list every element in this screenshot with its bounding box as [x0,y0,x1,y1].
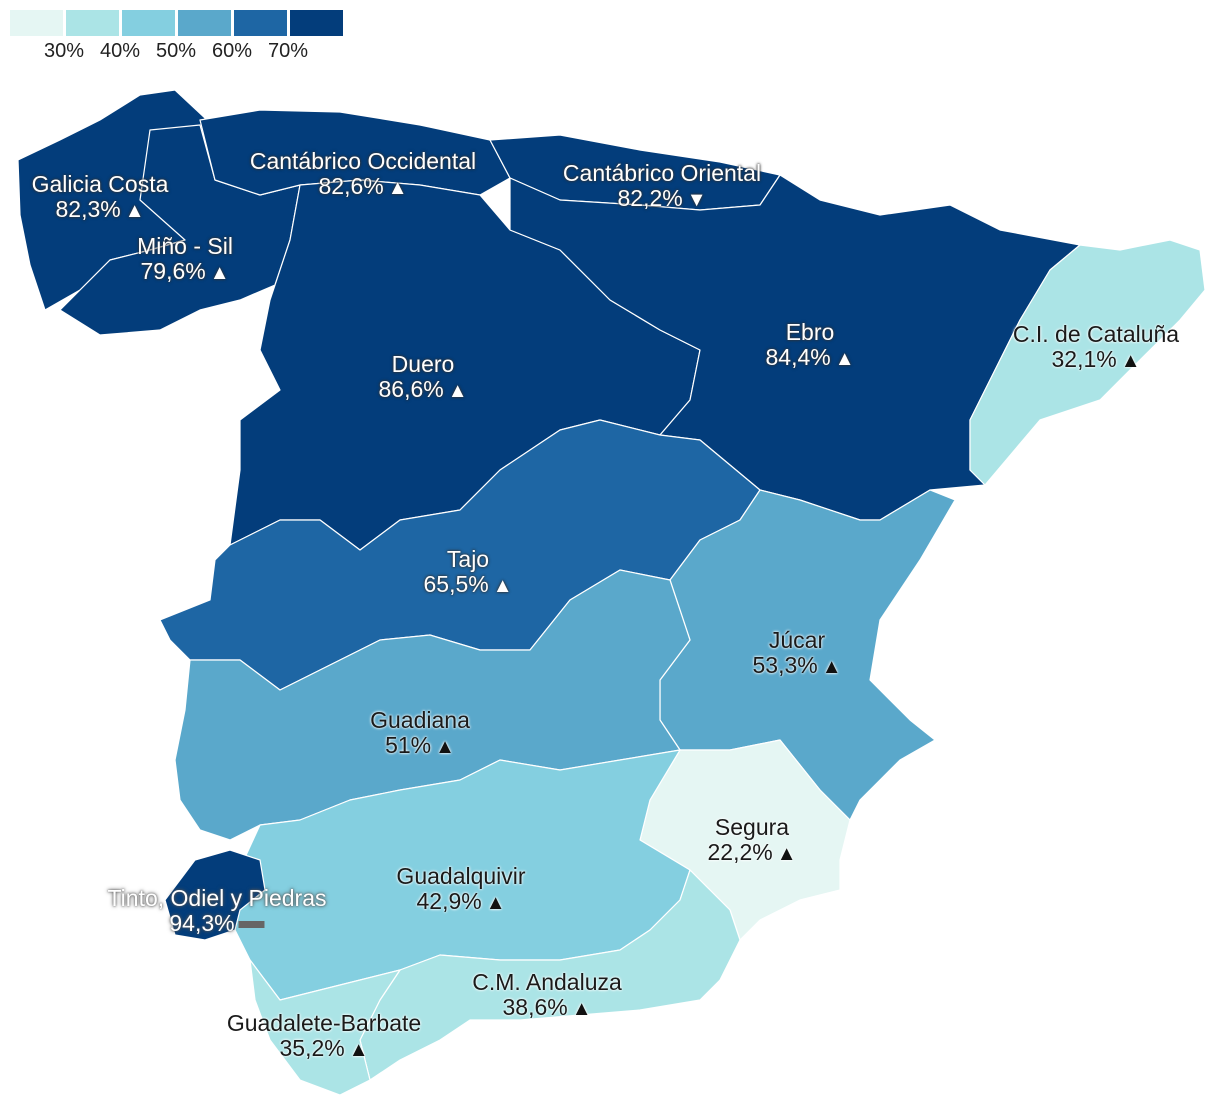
label-galicia-costa: Galicia Costa 82,3% ▲ [32,172,169,224]
basin-name: Júcar [768,627,826,653]
basin-value: 53,3% [752,652,818,678]
basin-name: Guadalquivir [396,863,526,889]
basin-ci-cataluna[interactable] [969,239,1206,486]
label-cantabrico-occidental: Cantábrico Occidental 82,6% ▲ [250,149,476,201]
basin-name: Tajo [446,546,490,572]
basin-value: 42,9% [416,888,482,914]
basin-value: 51% [385,732,432,758]
legend-label-50: 50% [156,40,197,62]
trend-up-icon: ▲ [387,177,408,199]
basin-name: Ebro [785,319,835,345]
legend-label-40: 40% [100,40,141,62]
basin-name: Cantábrico Occidental [249,148,477,174]
label-mino-sil: Miño - Sil 79,6% ▲ [137,234,233,286]
basin-name: Duero [391,351,455,377]
basin-tinto-odiel-piedras[interactable] [164,849,266,941]
basin-cm-andaluza[interactable] [359,869,741,1081]
label-tinto-odiel-piedras: Tinto, Odiel y Piedras 94,3% [107,886,326,936]
basin-value: 32,1% [1051,346,1117,372]
basin-value: 35,2% [279,1035,345,1061]
basin-value: 82,6% [318,173,384,199]
label-guadalquivir: Guadalquivir 42,9% ▲ [396,864,525,916]
label-segura: Segura 22,2% ▲ [707,815,796,867]
basin-value: 65,5% [423,571,489,597]
basin-value: 82,3% [55,196,121,222]
label-cm-andaluza: C.M. Andaluza 38,6% ▲ [472,970,622,1022]
label-guadalete-barbate: Guadalete-Barbate 35,2% ▲ [227,1011,421,1063]
legend-label-30: 30% [44,40,85,62]
label-guadiana: Guadiana 51% ▲ [370,708,470,760]
legend-swatch-3 [178,10,231,36]
trend-up-icon: ▲ [209,262,230,284]
trend-flat-icon [238,921,265,929]
legend-swatch-5 [290,10,343,36]
basin-name: C.I. de Cataluña [1012,321,1180,347]
label-duero: Duero 86,6% ▲ [378,352,467,404]
legend-swatch-1 [66,10,119,36]
basin-value: 84,4% [765,344,831,370]
trend-up-icon: ▲ [435,736,455,758]
trend-up-icon: ▲ [776,843,797,865]
basin-value: 38,6% [502,994,568,1020]
trend-up-icon: ▲ [492,575,513,597]
trend-up-icon: ▲ [1120,350,1141,372]
basin-name: Segura [714,814,790,840]
label-cantabrico-oriental: Cantábrico Oriental 82,2% ▼ [563,161,761,213]
label-ci-cataluna: C.I. de Cataluña 32,1% ▲ [1013,322,1179,374]
label-tajo: Tajo 65,5% ▲ [423,547,512,599]
basin-name: Guadalete-Barbate [226,1010,422,1036]
basin-name: Cantábrico Oriental [562,160,762,186]
trend-up-icon: ▲ [124,200,145,222]
legend-swatch-2 [122,10,175,36]
label-ebro: Ebro 84,4% ▲ [765,320,854,372]
legend-swatch-4 [234,10,287,36]
basin-name: Miño - Sil [137,233,233,259]
trend-up-icon: ▲ [821,656,842,678]
basin-value: 79,6% [140,258,206,284]
trend-down-icon: ▼ [686,189,707,211]
basin-name: Tinto, Odiel y Piedras [107,885,327,911]
basin-value: 86,6% [378,376,444,402]
trend-up-icon: ▲ [485,892,506,914]
trend-up-icon: ▲ [447,380,468,402]
basin-name: Guadiana [370,707,470,733]
trend-up-icon: ▲ [348,1039,369,1061]
basin-guadalete-barbate[interactable] [249,959,401,1096]
basin-value: 82,2% [617,185,683,211]
trend-up-icon: ▲ [571,998,592,1020]
legend-swatch-0 [10,10,63,36]
basin-value: 94,3% [169,910,235,936]
legend-label-60: 60% [212,40,253,62]
label-jucar: Júcar 53,3% ▲ [752,628,841,680]
trend-up-icon: ▲ [834,348,855,370]
basin-name: Galicia Costa [31,171,169,197]
basin-name: C.M. Andaluza [472,969,622,995]
basin-value: 22,2% [707,839,773,865]
legend-label-70: 70% [268,40,309,62]
